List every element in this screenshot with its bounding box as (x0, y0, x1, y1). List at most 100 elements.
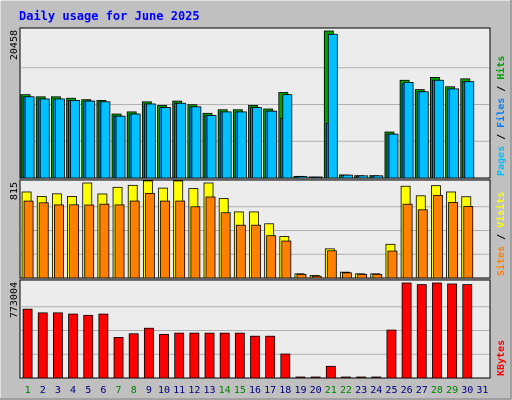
bar-pages-day-15 (236, 111, 247, 179)
bar-kbytes-day-2 (37, 312, 48, 379)
bar-pages-day-7 (115, 115, 126, 179)
day-label-1: 1 (25, 385, 31, 396)
day-label-7: 7 (116, 385, 122, 396)
bar-sites-day-24 (372, 273, 383, 279)
bar-sites-day-2 (38, 202, 49, 279)
bar-pages-day-26 (403, 82, 414, 179)
bar-sites-day-13 (205, 196, 216, 279)
bar-pages-day-5 (85, 100, 96, 179)
bar-pages-day-29 (449, 88, 460, 179)
panel-bottom-max-label: 773004 (9, 282, 20, 318)
panel-top-legend: Pages / Files / Hits (495, 56, 507, 176)
day-label-25: 25 (385, 385, 397, 396)
bar-sites-day-1 (23, 200, 34, 279)
bar-pages-day-18 (282, 94, 293, 179)
day-label-29: 29 (446, 385, 458, 396)
day-label-22: 22 (340, 385, 352, 396)
bar-kbytes-day-6 (98, 313, 109, 379)
bar-pages-day-17 (267, 110, 278, 179)
bar-kbytes-day-15 (234, 332, 245, 379)
bar-sites-day-12 (190, 206, 201, 279)
bar-sites-day-30 (463, 206, 474, 279)
panel-bottom: 773004 KBytes (9, 279, 507, 379)
series-kbytes (22, 282, 473, 379)
bar-sites-day-8 (129, 200, 140, 279)
panel-middle-legend-part-1: / (496, 228, 507, 246)
day-label-4: 4 (70, 385, 76, 396)
bar-pages-day-9 (145, 103, 156, 179)
day-label-13: 13 (203, 385, 215, 396)
bar-pages-day-28 (434, 79, 444, 179)
day-label-2: 2 (40, 385, 46, 396)
bar-pages-day-10 (161, 107, 171, 179)
bar-sites-day-21 (326, 250, 337, 279)
panel-top: 20458 Pages / Files / Hits (9, 27, 507, 179)
bar-sites-day-19 (296, 273, 307, 279)
bar-sites-day-10 (160, 200, 170, 279)
bar-sites-day-20 (311, 275, 322, 279)
day-label-19: 19 (294, 385, 306, 396)
day-labels: 1 2 3 4 5 6 7 8 9 10 11 12 13 14 15 16 17 18 19 20 21 22 23 24 2… (25, 385, 489, 396)
bar-sites-day-7 (114, 204, 125, 279)
bar-pages-day-20 (312, 176, 323, 179)
bar-sites-day-14 (220, 212, 231, 279)
bar-pages-day-21 (327, 33, 338, 179)
panel-top-max-label: 20458 (9, 30, 20, 60)
day-label-23: 23 (355, 385, 367, 396)
bar-kbytes-day-21 (325, 365, 336, 379)
bar-pages-day-3 (55, 98, 65, 179)
bar-pages-day-24 (373, 175, 384, 179)
day-label-20: 20 (310, 385, 322, 396)
bar-sites-day-4 (69, 204, 79, 279)
chart-title: Daily usage for June 2025 (19, 9, 200, 23)
bar-kbytes-day-10 (159, 333, 169, 379)
bar-sites-day-11 (175, 200, 186, 279)
chart-panels: 20458 Pages / Files / Hits 815 Sites / Visi… (9, 27, 507, 379)
day-label-18: 18 (279, 385, 291, 396)
panel-middle-legend-part-0: Sites (495, 246, 507, 276)
bar-pages-day-6 (100, 101, 111, 179)
series-sites (23, 192, 474, 279)
day-label-3: 3 (55, 385, 61, 396)
bar-sites-day-26 (402, 203, 413, 279)
bar-kbytes-day-22 (341, 376, 351, 379)
day-label-6: 6 (100, 385, 106, 396)
panel-bottom-background (19, 279, 491, 379)
day-label-14: 14 (219, 385, 231, 396)
bar-kbytes-day-12 (189, 332, 200, 379)
panel-top-legend-part-4: Hits (495, 56, 507, 80)
bar-kbytes-day-24 (371, 376, 382, 379)
bar-kbytes-day-23 (356, 376, 367, 379)
bar-kbytes-day-29 (447, 283, 458, 379)
bar-sites-day-15 (235, 224, 246, 279)
day-label-24: 24 (370, 385, 382, 396)
day-label-8: 8 (131, 385, 137, 396)
bar-sites-day-17 (266, 235, 277, 279)
bar-pages-day-22 (343, 174, 353, 179)
day-label-21: 21 (325, 385, 337, 396)
series-pages (24, 33, 475, 179)
panel-middle-legend-part-2: Visits (495, 192, 507, 228)
panel-top-legend-part-2: Files (495, 98, 507, 128)
bar-kbytes-day-28 (432, 282, 442, 379)
day-label-16: 16 (249, 385, 261, 396)
bar-kbytes-day-11 (174, 332, 185, 379)
bar-sites-day-29 (448, 202, 459, 279)
bar-sites-day-6 (99, 203, 110, 279)
day-label-30: 30 (461, 385, 473, 396)
bar-pages-day-30 (464, 81, 475, 179)
bar-pages-day-25 (388, 133, 399, 179)
bar-pages-day-16 (252, 107, 262, 179)
bar-pages-day-19 (297, 176, 308, 179)
day-label-28: 28 (431, 385, 443, 396)
bar-pages-day-2 (39, 98, 50, 179)
bar-sites-day-9 (144, 192, 155, 279)
bar-sites-day-16 (251, 224, 261, 279)
bar-kbytes-day-17 (265, 335, 276, 379)
panel-top-legend-part-0: Pages (496, 146, 507, 176)
day-label-26: 26 (401, 385, 413, 396)
bar-sites-day-22 (342, 272, 352, 279)
bar-pages-day-12 (191, 106, 202, 179)
bar-kbytes-day-13 (204, 332, 215, 379)
